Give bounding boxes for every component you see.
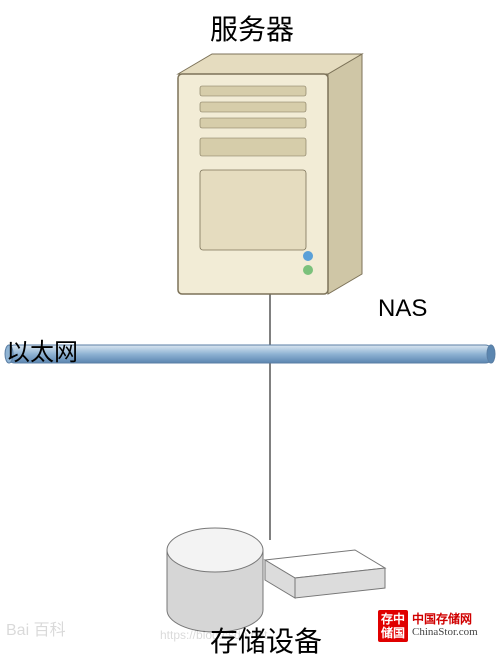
label-server: 服务器 [210, 8, 294, 48]
label-ethernet: 以太网 [6, 332, 78, 367]
brand-badge-line1: 存中 [381, 612, 405, 626]
watermark-baidu: Bai 百科 [6, 616, 66, 640]
brand-name-cn: 中国存储网 [412, 613, 478, 626]
brand-badge: 存中 储国 [378, 610, 408, 642]
label-nas: NAS [378, 295, 427, 323]
diagram-svg [0, 0, 500, 657]
brand-text: 中国存储网 ChinaStor.com [412, 613, 478, 639]
brand-name-en: ChinaStor.com [412, 626, 478, 639]
brand-logo: 存中 储国 中国存储网 ChinaStor.com [378, 610, 478, 642]
brand-badge-line2: 储国 [381, 626, 405, 640]
watermark-csdn: https://blog.csdn.net [160, 628, 267, 642]
